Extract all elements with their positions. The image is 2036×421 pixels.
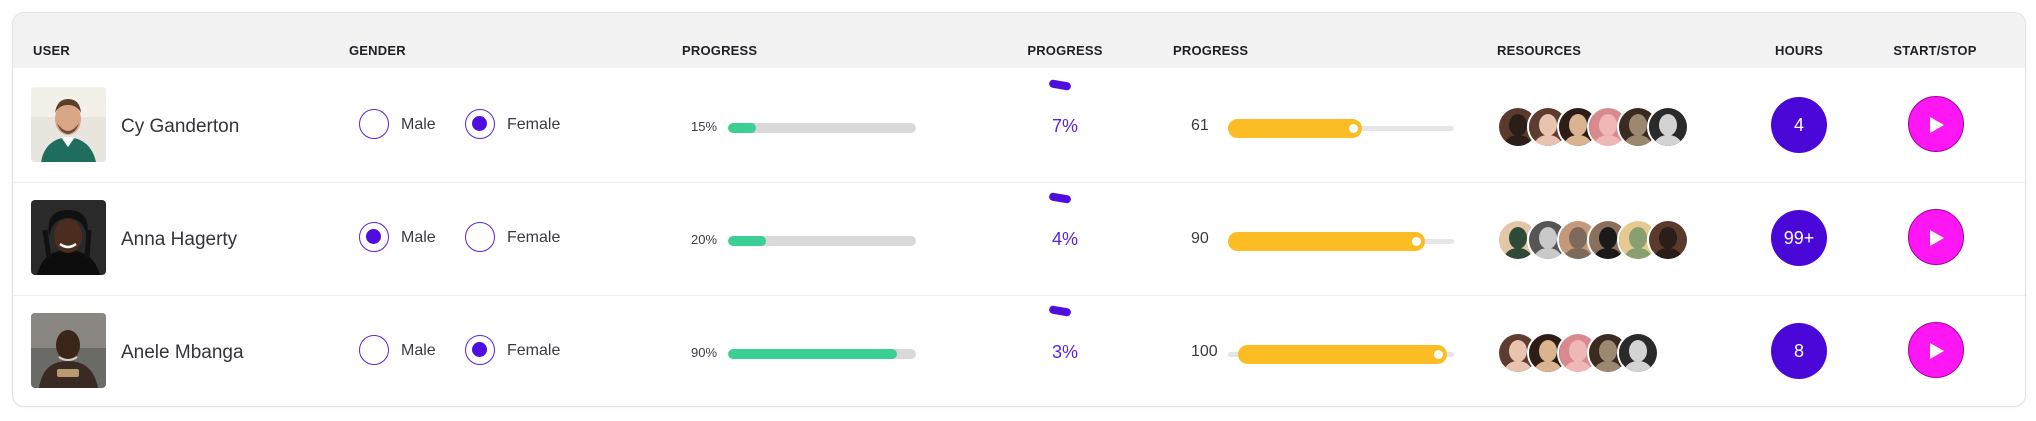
- progress-text: 4%: [1051, 229, 1079, 249]
- slider-value-label: 90: [1191, 230, 1209, 247]
- gender-male-label: Male: [401, 116, 436, 133]
- header-gender: GENDER: [349, 43, 406, 58]
- progress-bar-fill: [728, 349, 898, 359]
- table-row: Anna Hagerty Male Female 20% 4% 90 99+: [13, 182, 2025, 296]
- progress-bar: [728, 236, 916, 246]
- progress-slider-fill: [1238, 345, 1447, 364]
- progress-slider-handle[interactable]: [1409, 234, 1424, 249]
- progress-text: 3%: [1051, 342, 1079, 362]
- progress-slider-handle[interactable]: [1346, 121, 1361, 136]
- user-name: Anele Mbanga: [121, 342, 244, 363]
- user-avatar: [31, 313, 106, 388]
- gender-male-radio[interactable]: [359, 335, 389, 365]
- gender-male-label: Male: [401, 342, 436, 359]
- progress-bar-fill: [728, 236, 766, 246]
- user-name: Anna Hagerty: [121, 229, 238, 250]
- resource-avatar[interactable]: [1647, 219, 1689, 261]
- gender-female-radio[interactable]: [465, 335, 495, 365]
- play-icon: [1930, 343, 1944, 359]
- users-table: USER GENDER PROGRESS PROGRESS PROGRESS R…: [12, 12, 2026, 407]
- header-progress-text: PROGRESS: [1027, 43, 1103, 58]
- start-button[interactable]: [1908, 209, 1964, 265]
- progress-text: 7%: [1051, 116, 1079, 136]
- progress-indicator-mark: [1048, 305, 1072, 317]
- user-avatar: [31, 87, 106, 162]
- progress-slider-fill: [1228, 232, 1425, 251]
- user-avatar: [31, 200, 106, 275]
- progress-bar-label: 20%: [691, 232, 718, 247]
- gender-male-radio[interactable]: [359, 109, 389, 139]
- slider-value-label: 100: [1191, 343, 1218, 360]
- progress-bar: [728, 123, 916, 133]
- user-name: Cy Ganderton: [121, 116, 240, 137]
- hours-badge: 8: [1771, 323, 1827, 379]
- resource-avatar[interactable]: [1557, 332, 1599, 374]
- progress-bar: [728, 349, 916, 359]
- header-hours: HOURS: [1775, 43, 1823, 58]
- gender-female-label: Female: [507, 342, 561, 359]
- progress-bar-label: 15%: [691, 119, 718, 134]
- table-row: Cy Ganderton Male Female 15% 7% 61 4: [13, 69, 2025, 183]
- gender-female-label: Female: [507, 116, 561, 133]
- play-icon: [1930, 117, 1944, 133]
- gender-male-radio[interactable]: [359, 222, 389, 252]
- progress-indicator-mark: [1048, 79, 1072, 91]
- header-progress-slider: PROGRESS: [1173, 43, 1249, 58]
- gender-female-radio[interactable]: [465, 222, 495, 252]
- table-row: Anele Mbanga Male Female 90% 3% 100 8: [13, 295, 2025, 406]
- table-header: USER GENDER PROGRESS PROGRESS PROGRESS R…: [13, 13, 2025, 68]
- gender-female-radio[interactable]: [465, 109, 495, 139]
- start-button[interactable]: [1908, 96, 1964, 152]
- progress-indicator-mark: [1048, 192, 1072, 204]
- resource-avatar[interactable]: [1527, 106, 1569, 148]
- resource-avatar[interactable]: [1617, 332, 1659, 374]
- resource-avatar[interactable]: [1647, 106, 1689, 148]
- start-button[interactable]: [1908, 322, 1964, 378]
- header-start-stop: START/STOP: [1893, 43, 1977, 58]
- hours-badge: 4: [1771, 97, 1827, 153]
- progress-bar-label: 90%: [691, 345, 718, 360]
- gender-male-label: Male: [401, 229, 436, 246]
- resource-avatar[interactable]: [1587, 219, 1629, 261]
- header-resources: RESOURCES: [1497, 43, 1582, 58]
- header-progress-bar: PROGRESS: [682, 43, 758, 58]
- progress-slider-handle[interactable]: [1431, 347, 1446, 362]
- progress-slider-fill: [1228, 119, 1362, 138]
- header-user: USER: [33, 43, 70, 58]
- hours-badge: 99+: [1771, 210, 1827, 266]
- play-icon: [1930, 230, 1944, 246]
- progress-bar-fill: [728, 123, 757, 133]
- gender-female-label: Female: [507, 229, 561, 246]
- slider-value-label: 61: [1191, 117, 1209, 134]
